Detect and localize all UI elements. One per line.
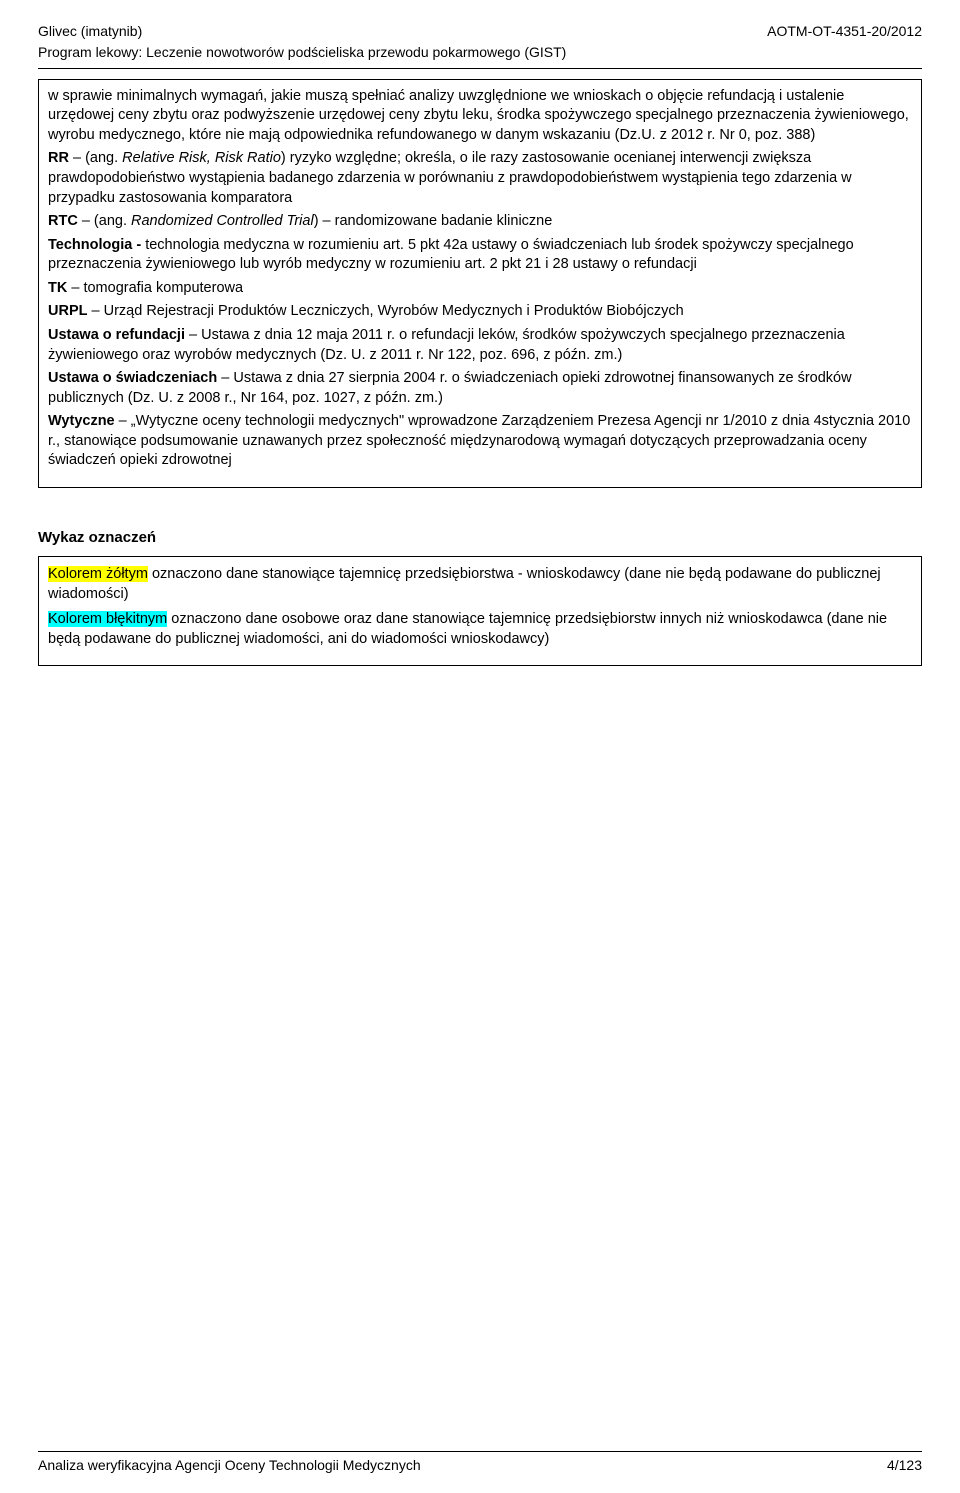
term-rr: RR – (ang. Relative Risk, Risk Ratio) ry… [48,149,912,208]
wyt-label: Wytyczne [48,413,115,429]
term-rtc: RTC – (ang. Randomized Controlled Trial)… [48,212,912,232]
tech-def: technologia medyczna w rozumieniu art. 5… [48,237,854,273]
rtc-def: ) – randomizowane badanie kliniczne [314,213,553,229]
term-ustawa-refundacji: Ustawa o refundacji – Ustawa z dnia 12 m… [48,326,912,365]
legend-blue-text: oznaczono dane osobowe oraz dane stanowi… [48,611,887,647]
header-right: AOTM-OT-4351-20/2012 [767,22,922,41]
tech-label: Technologia - [48,237,145,253]
uref-label: Ustawa o refundacji [48,327,185,343]
legend-heading: Wykaz oznaczeń [38,528,922,548]
term-ustawa-swiadczeniach: Ustawa o świadczeniach – Ustawa z dnia 2… [48,369,912,408]
legend-yellow: Kolorem żółtym oznaczono dane stanowiące… [48,565,912,604]
legend-blue-label: Kolorem błękitnym [48,611,167,627]
tk-def: – tomografia komputerowa [67,280,243,296]
tk-abbr: TK [48,280,67,296]
footer-right: 4/123 [887,1456,922,1475]
page: Glivec (imatynib) AOTM-OT-4351-20/2012 P… [0,0,960,1493]
rr-abbr: RR [48,150,69,166]
header-row: Glivec (imatynib) AOTM-OT-4351-20/2012 [38,22,922,41]
footer-left: Analiza weryfikacyjna Agencji Oceny Tech… [38,1456,421,1475]
wyt-def: – „Wytyczne oceny technologii medycznych… [48,413,910,468]
footer-row: Analiza weryfikacyjna Agencji Oceny Tech… [38,1456,922,1475]
term-tk: TK – tomografia komputerowa [48,279,912,299]
definitions-box: w sprawie minimalnych wymagań, jakie mus… [38,79,922,488]
rr-dash: – (ang. [69,150,122,166]
rtc-dash: – (ang. [78,213,131,229]
rtc-expand: Randomized Controlled Trial [131,213,314,229]
rtc-abbr: RTC [48,213,78,229]
header-rule [38,68,922,69]
urpl-abbr: URPL [48,303,87,319]
header-left: Glivec (imatynib) [38,22,142,41]
legend-yellow-text: oznaczono dane stanowiące tajemnicę prze… [48,566,881,602]
legend-yellow-label: Kolorem żółtym [48,566,148,582]
header-subtitle: Program lekowy: Leczenie nowotworów podś… [38,43,922,62]
urpl-def: – Urząd Rejestracji Produktów Leczniczyc… [87,303,683,319]
term-technologia: Technologia - technologia medyczna w roz… [48,236,912,275]
footer-rule [38,1451,922,1452]
term-wytyczne: Wytyczne – „Wytyczne oceny technologii m… [48,412,912,471]
vertical-spacer [38,666,922,1451]
header-title: Glivec (imatynib) [38,22,142,41]
legend-box: Kolorem żółtym oznaczono dane stanowiące… [38,556,922,666]
term-urpl: URPL – Urząd Rejestracji Produktów Leczn… [48,302,912,322]
intro-paragraph: w sprawie minimalnych wymagań, jakie mus… [48,87,912,146]
header-code: AOTM-OT-4351-20/2012 [767,22,922,41]
usw-label: Ustawa o świadczeniach [48,370,217,386]
rr-expand: Relative Risk, Risk Ratio [122,150,281,166]
legend-blue: Kolorem błękitnym oznaczono dane osobowe… [48,610,912,649]
